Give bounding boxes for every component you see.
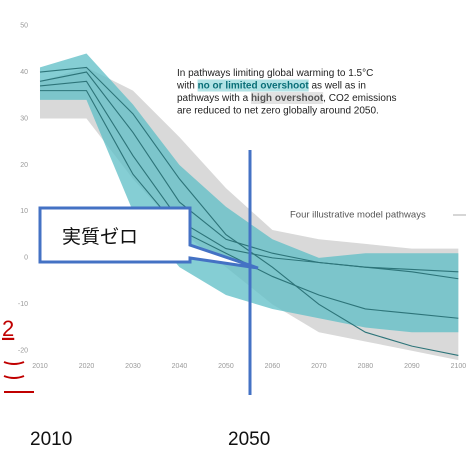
y-tick-label: 20 bbox=[20, 162, 28, 169]
annotation-line: are reduced to net zero globally around … bbox=[177, 105, 379, 116]
y-tick-label: 10 bbox=[20, 208, 28, 215]
highlight bbox=[250, 92, 324, 104]
bottom-label: 2050 bbox=[228, 429, 270, 450]
band bbox=[39, 53, 459, 333]
x-tick-label: 2070 bbox=[311, 363, 327, 370]
callout-text: 実質ゼロ bbox=[62, 226, 138, 248]
x-tick-label: 2020 bbox=[79, 363, 95, 370]
y-tick-label: 30 bbox=[20, 115, 28, 122]
x-tick-label: 2100 bbox=[451, 363, 466, 370]
marker: 2 bbox=[2, 316, 14, 341]
annotation-segment: no or limited overshoot bbox=[198, 80, 310, 91]
annotation-segment: as well as in bbox=[309, 80, 366, 91]
callout-box bbox=[38, 206, 259, 270]
x-tick-label: 2040 bbox=[172, 363, 188, 370]
y-tick-label: 40 bbox=[20, 69, 28, 76]
y-tick-label: 50 bbox=[20, 22, 28, 29]
annotation-segment: In pathways limiting global warming to 1… bbox=[177, 68, 373, 79]
y-tick-label: -10 bbox=[18, 301, 28, 308]
x-tick-label: 2090 bbox=[404, 363, 420, 370]
annotation-line: pathways with a high overshoot, CO2 emis… bbox=[177, 93, 397, 104]
y-tick-label: -20 bbox=[18, 348, 28, 355]
highlight bbox=[197, 79, 309, 92]
annotation-line: In pathways limiting global warming to 1… bbox=[177, 68, 373, 79]
annotation-segment: are reduced to net zero globally around … bbox=[177, 105, 379, 116]
y-tick-label: 0 bbox=[24, 255, 28, 262]
x-tick-label: 2080 bbox=[358, 363, 374, 370]
annotation-segment: pathways with a bbox=[177, 93, 251, 104]
annotation-segment: high overshoot bbox=[251, 93, 324, 104]
bottom-label: 2010 bbox=[30, 429, 72, 450]
annotation-segment: with bbox=[176, 80, 198, 91]
annotation-line: with no or limited overshoot as well as … bbox=[176, 80, 366, 91]
pathways-label: Four illustrative model pathways bbox=[290, 210, 426, 221]
annotation-segment: , CO2 emissions bbox=[323, 93, 396, 104]
x-tick-label: 2010 bbox=[32, 363, 48, 370]
marker-strokes bbox=[3, 361, 25, 379]
x-tick-label: 2060 bbox=[265, 363, 281, 370]
x-tick-label: 2030 bbox=[125, 363, 141, 370]
x-tick-label: 2050 bbox=[218, 363, 234, 370]
